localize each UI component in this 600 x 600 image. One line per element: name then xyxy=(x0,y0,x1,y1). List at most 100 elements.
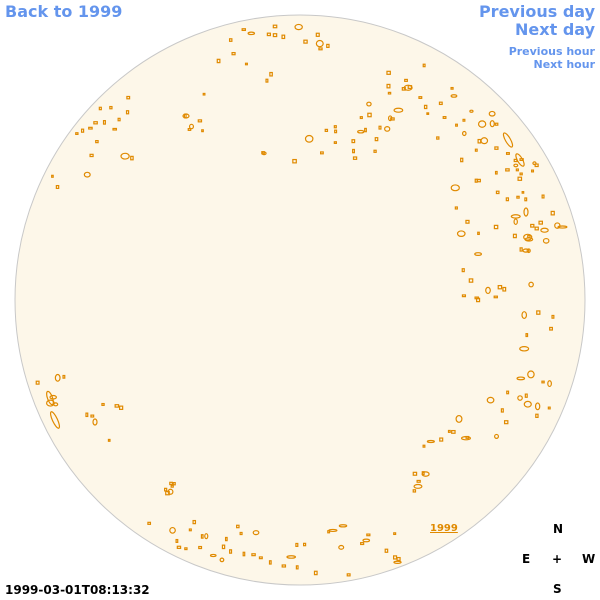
feature-contour xyxy=(252,530,260,536)
feature-contour xyxy=(523,233,533,241)
previous-hour-link[interactable]: Previous hour xyxy=(508,45,595,58)
feature-contour xyxy=(176,545,182,549)
feature-contour xyxy=(423,104,428,110)
feature-contour xyxy=(281,564,287,568)
feature-contour xyxy=(542,237,550,244)
feature-contour xyxy=(188,528,192,532)
feature-contour xyxy=(528,281,534,288)
feature-contour xyxy=(303,542,307,547)
feature-contour xyxy=(456,230,466,238)
solar-disk xyxy=(14,14,586,586)
feature-contour xyxy=(98,106,102,111)
feature-contour xyxy=(390,117,395,121)
feature-contour xyxy=(450,184,460,192)
feature-contour xyxy=(46,399,55,407)
feature-contour xyxy=(242,551,246,557)
feature-contour xyxy=(468,278,474,283)
feature-contour xyxy=(88,126,93,130)
feature-contour xyxy=(465,219,470,224)
feature-contour xyxy=(292,158,297,164)
feature-contour xyxy=(519,172,523,176)
compass-west: W xyxy=(582,552,596,566)
feature-contour xyxy=(495,190,500,195)
feature-contour xyxy=(231,52,236,56)
feature-contour xyxy=(519,346,530,352)
feature-contour xyxy=(320,151,324,155)
feature-contour xyxy=(107,438,111,442)
feature-contour xyxy=(333,141,337,144)
feature-contour xyxy=(494,146,499,150)
feature-contour xyxy=(541,380,545,384)
feature-contour xyxy=(421,471,430,477)
feature-contour xyxy=(439,437,444,442)
feature-contour xyxy=(182,113,190,119)
feature-contour xyxy=(506,390,510,395)
feature-contour xyxy=(494,433,500,439)
feature-contour xyxy=(474,148,478,152)
feature-contour xyxy=(315,32,320,37)
back-to-year-link[interactable]: Back to 1999 xyxy=(5,2,123,21)
feature-contour xyxy=(93,121,98,125)
compass-south: S xyxy=(553,582,562,596)
previous-day-link[interactable]: Previous day xyxy=(478,2,595,21)
feature-contour xyxy=(519,247,523,252)
feature-contour xyxy=(165,490,170,496)
feature-contour xyxy=(524,197,528,202)
feature-contour xyxy=(318,47,323,51)
feature-contour xyxy=(450,86,454,90)
feature-contour xyxy=(526,248,531,254)
feature-contour xyxy=(505,197,510,202)
feature-contour xyxy=(426,112,430,115)
feature-contour xyxy=(359,116,363,120)
feature-contour xyxy=(241,28,247,32)
year-annotation: 1999 xyxy=(430,523,458,534)
observation-timestamp: 1999-03-01T08:13:32 xyxy=(5,583,150,597)
feature-contour xyxy=(295,542,299,547)
feature-contour xyxy=(374,137,379,142)
feature-contour xyxy=(83,171,91,178)
feature-contour xyxy=(112,127,118,131)
feature-contour xyxy=(522,248,530,253)
feature-contour xyxy=(54,373,61,382)
feature-contour xyxy=(436,136,440,140)
feature-contour xyxy=(338,544,345,550)
feature-contour xyxy=(169,526,176,534)
feature-contour xyxy=(474,178,478,183)
feature-contour xyxy=(549,326,553,331)
feature-contour xyxy=(114,404,120,408)
feature-contour xyxy=(393,532,397,536)
feature-contour xyxy=(418,96,423,99)
feature-contour xyxy=(209,553,217,558)
feature-contour xyxy=(170,484,174,488)
feature-contour xyxy=(469,109,474,113)
feature-contour xyxy=(517,176,523,181)
feature-contour xyxy=(378,125,382,130)
feature-contour xyxy=(333,125,337,129)
feature-contour xyxy=(346,573,351,577)
feature-contour xyxy=(384,125,391,132)
feature-contour xyxy=(229,549,233,554)
feature-contour xyxy=(521,311,528,320)
feature-contour xyxy=(422,63,426,68)
feature-contour xyxy=(244,62,248,66)
feature-contour xyxy=(125,110,130,115)
feature-contour xyxy=(461,130,467,137)
next-hour-link[interactable]: Next hour xyxy=(533,58,596,71)
feature-contour xyxy=(304,134,314,143)
feature-contour xyxy=(476,297,481,303)
feature-contour xyxy=(513,163,519,168)
feature-contour xyxy=(364,127,367,133)
compass-east: E xyxy=(522,552,531,566)
compass-north: N xyxy=(553,522,564,536)
next-day-link[interactable]: Next day xyxy=(515,20,595,39)
feature-contour xyxy=(461,294,467,298)
feature-contour xyxy=(224,536,228,542)
feature-contour xyxy=(494,170,498,175)
feature-contour xyxy=(75,132,79,135)
feature-contour xyxy=(384,548,389,553)
feature-contour xyxy=(403,84,413,91)
feature-contour xyxy=(120,152,130,160)
feature-contour xyxy=(455,414,463,423)
feature-contour xyxy=(515,153,525,167)
feature-contour xyxy=(109,105,113,110)
